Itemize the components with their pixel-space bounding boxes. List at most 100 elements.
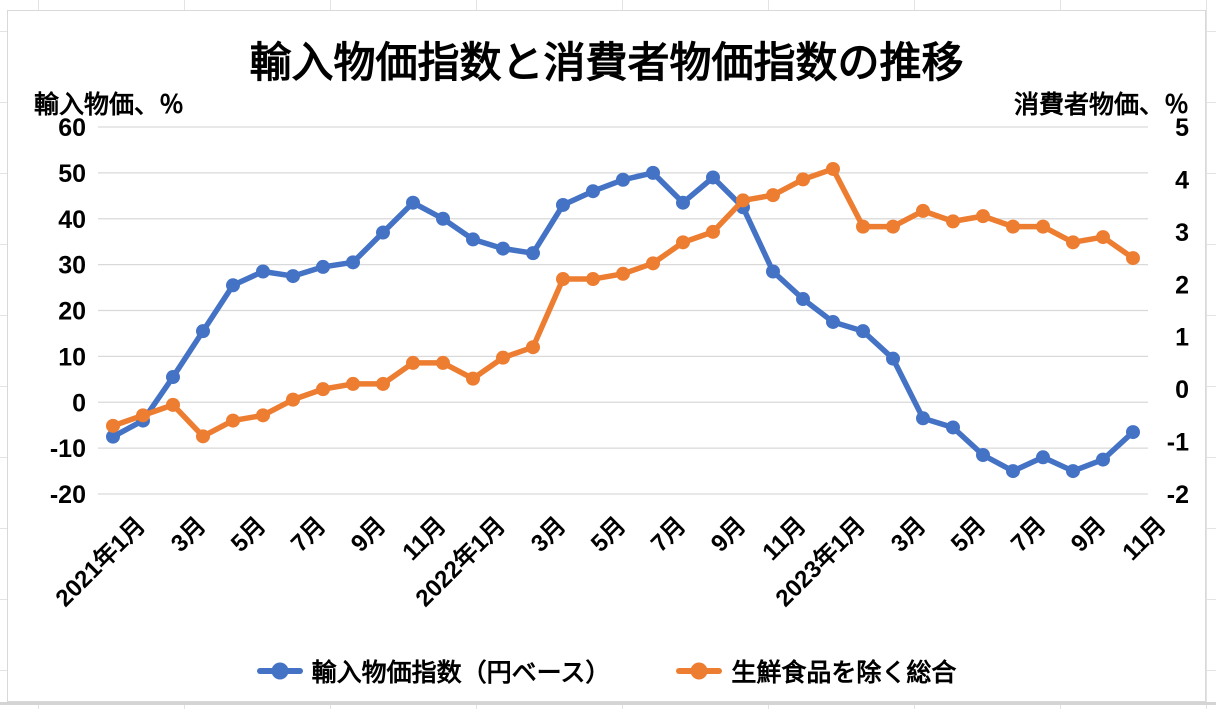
- left-axis-tick-label: 40: [58, 206, 86, 234]
- data-point-marker: [166, 370, 180, 385]
- right-axis-tick-label: 2: [1175, 271, 1189, 299]
- data-point-marker: [316, 259, 330, 274]
- data-point-marker: [196, 324, 210, 339]
- data-point-marker: [436, 211, 450, 226]
- data-point-marker: [406, 355, 420, 370]
- chart-title: 輸入物価指数と消費者物価指数の推移: [249, 39, 964, 86]
- right-axis-tick-label: -2: [1167, 481, 1189, 509]
- legend-item-cpi-ex-fresh-food: 生鮮食品を除く総合: [676, 653, 956, 689]
- left-axis-tick-label: 20: [58, 298, 86, 326]
- data-point-marker: [796, 292, 810, 307]
- legend-dot-orange: [690, 662, 708, 680]
- chart-card: 輸入物価指数と消費者物価指数の推移 輸入物価、％ 消費者物価、％ 60 50 40 3…: [7, 10, 1206, 702]
- data-point-marker: [1006, 219, 1020, 234]
- data-point-marker: [586, 184, 600, 199]
- data-point-marker: [496, 241, 510, 256]
- legend-dot-blue: [271, 662, 289, 680]
- right-axis-tick-label: 1: [1175, 324, 1189, 352]
- data-point-marker: [766, 264, 780, 279]
- left-axis-tick-label: 60: [58, 114, 86, 142]
- legend-item-import-price-index: 輸入物価指数（円ベース）: [256, 653, 611, 689]
- data-point-marker: [1126, 251, 1140, 266]
- data-point-marker: [676, 195, 690, 210]
- data-point-marker: [826, 161, 840, 176]
- data-point-marker: [736, 193, 750, 208]
- data-point-marker: [376, 225, 390, 240]
- data-point-marker: [166, 397, 180, 412]
- data-point-marker: [196, 429, 210, 444]
- data-point-marker: [1096, 452, 1110, 467]
- series-line-1: [110, 166, 1136, 440]
- right-axis-tick-label: 0: [1175, 376, 1189, 404]
- data-point-marker: [646, 165, 660, 180]
- data-point-marker: [346, 255, 360, 270]
- data-point-marker: [796, 172, 810, 187]
- data-point-marker: [886, 219, 900, 234]
- data-point-marker: [646, 256, 660, 271]
- data-point-marker: [436, 355, 450, 370]
- data-point-marker: [946, 420, 960, 435]
- data-point-marker: [526, 246, 540, 261]
- data-point-marker: [586, 272, 600, 287]
- data-point-marker: [106, 418, 120, 433]
- data-point-marker: [856, 219, 870, 234]
- data-point-marker: [466, 232, 480, 247]
- legend-label-import-price-index: 輸入物価指数（円ベース）: [311, 659, 611, 687]
- data-point-marker: [1096, 230, 1110, 245]
- left-axis-tick-label: -10: [50, 435, 86, 463]
- left-axis-tick-label: 30: [58, 252, 86, 280]
- data-point-marker: [376, 376, 390, 391]
- legend-line-marker-blue: [256, 662, 303, 680]
- left-axis-tick-label: 10: [58, 343, 86, 371]
- left-axis-tick-label: 0: [72, 389, 86, 417]
- data-point-marker: [1066, 464, 1080, 479]
- data-point-marker: [976, 209, 990, 224]
- data-point-marker: [706, 224, 720, 239]
- data-point-marker: [616, 266, 630, 281]
- right-axis-tick-label: 5: [1175, 114, 1189, 142]
- data-point-marker: [1006, 464, 1020, 479]
- data-point-marker: [286, 392, 300, 407]
- data-point-marker: [706, 170, 720, 185]
- data-point-marker: [916, 203, 930, 218]
- data-point-marker: [916, 411, 930, 426]
- data-point-marker: [466, 371, 480, 386]
- data-point-marker: [226, 413, 240, 428]
- data-point-marker: [616, 172, 630, 187]
- data-point-marker: [556, 272, 570, 287]
- data-point-marker: [556, 197, 570, 212]
- data-point-marker: [526, 340, 540, 355]
- legend-line-marker-orange: [676, 662, 723, 680]
- data-point-marker: [226, 278, 240, 293]
- data-point-marker: [106, 429, 120, 444]
- data-point-marker: [136, 408, 150, 423]
- legend-label-cpi-ex-fresh-food: 生鮮食品を除く総合: [731, 659, 957, 687]
- data-point-marker: [856, 324, 870, 339]
- data-point-marker: [676, 235, 690, 250]
- right-axis-tick-label: 4: [1175, 166, 1189, 194]
- data-point-marker: [1036, 450, 1050, 465]
- data-point-marker: [286, 269, 300, 284]
- data-point-marker: [1126, 425, 1140, 440]
- data-point-marker: [406, 195, 420, 210]
- spreadsheet-row-border: [0, 702, 1216, 705]
- data-point-marker: [1036, 219, 1050, 234]
- data-point-marker: [256, 264, 270, 279]
- right-axis-tick-label: -1: [1167, 429, 1189, 457]
- data-point-marker: [256, 408, 270, 423]
- data-point-marker: [976, 448, 990, 463]
- data-point-marker: [766, 188, 780, 203]
- data-point-marker: [826, 314, 840, 329]
- data-point-marker: [346, 376, 360, 391]
- data-point-marker: [1066, 235, 1080, 250]
- left-axis-tick-label: -20: [50, 481, 86, 509]
- data-point-marker: [946, 214, 960, 229]
- right-axis-tick-label: 3: [1175, 219, 1189, 247]
- left-axis-tick-label: 50: [58, 160, 86, 188]
- chart-legend: 輸入物価指数（円ベース） 生鮮食品を除く総合: [8, 653, 1205, 689]
- right-axis-title: 消費者物価、％: [1013, 91, 1189, 119]
- left-axis-title: 輸入物価、％: [34, 91, 185, 119]
- data-point-marker: [496, 350, 510, 365]
